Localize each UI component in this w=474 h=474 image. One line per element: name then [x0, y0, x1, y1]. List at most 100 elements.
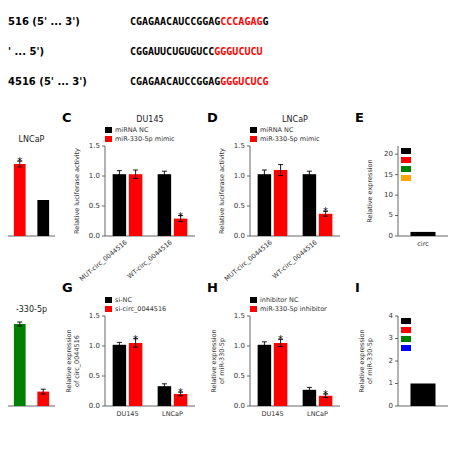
marks — [113, 339, 188, 406]
mark-labels: * — [17, 156, 22, 167]
legend-swatch — [401, 157, 411, 163]
error-line — [280, 165, 281, 176]
y-tick-label: 15 — [384, 171, 393, 179]
legend — [401, 318, 411, 351]
y-tick-label: 0 — [389, 402, 393, 410]
error-cap — [307, 177, 312, 178]
sequence-part: CGAGAACAUCCGGAG — [130, 76, 220, 87]
panel: LNCaP* — [8, 135, 55, 236]
y-tick — [395, 236, 398, 237]
bar — [158, 386, 172, 406]
significance-star: * — [17, 156, 22, 167]
legend: miRNA NCmiR-330-5p mimic — [250, 126, 320, 143]
significance-star: * — [178, 211, 183, 222]
y-axis-label: Relative expression — [366, 159, 374, 222]
error-cap — [117, 347, 122, 348]
panel-label: G — [62, 280, 73, 295]
legend-swatch — [250, 297, 257, 303]
sequence-part: G — [262, 16, 268, 27]
error-line — [164, 171, 165, 177]
error-cap — [117, 170, 122, 171]
sequence: CGGAUUCUGUGUCCGGGUCUCU — [130, 46, 262, 57]
bar — [411, 384, 436, 407]
error-cap — [41, 389, 46, 390]
bar — [303, 174, 317, 236]
legend-swatch — [105, 136, 112, 142]
x-tick-label: LNCaP — [307, 410, 328, 418]
x-tick-label: DU145 — [116, 410, 138, 418]
significance-star: * — [178, 387, 183, 398]
legend-swatch — [250, 306, 257, 312]
sequence-part: CGGAUUCUGUGUCC — [130, 46, 214, 57]
bar — [258, 345, 272, 406]
y-tick — [247, 346, 250, 347]
legend-label: miRNA NC — [260, 126, 294, 134]
error-bar — [162, 384, 167, 389]
marks — [113, 170, 188, 236]
error-line — [119, 342, 120, 347]
y-tick-label: 10 — [384, 191, 393, 199]
y-axis-line — [250, 316, 251, 406]
y-tick-label: 1.5 — [234, 312, 245, 320]
error-bar — [117, 342, 122, 347]
y-tick — [247, 236, 250, 237]
x-tick-label: DU145 — [261, 410, 283, 418]
legend-label: si-circ_0044516 — [115, 305, 166, 313]
y-axis-label: of miR-330-5p — [366, 338, 374, 384]
y-tick-label: 3 — [389, 334, 393, 342]
y-tick-label: 2 — [389, 357, 393, 365]
significance-star: * — [278, 334, 283, 345]
sequence-label: 516 (5' ... 3') — [8, 16, 80, 27]
y-tick-label: 1.5 — [89, 142, 100, 150]
panel: HRelative expressionof miR-330-5p0.00.51… — [207, 280, 340, 418]
error-cap — [278, 346, 283, 347]
y-tick — [102, 236, 105, 237]
y-tick — [247, 206, 250, 207]
error-cap — [307, 171, 312, 172]
legend-swatch — [401, 166, 411, 172]
error-cap — [117, 342, 122, 343]
y-tick — [247, 146, 250, 147]
figure: 516 (5' ... 3')CGAGAACAUCCGGAGCCCAGAGG' … — [0, 0, 474, 474]
error-line — [119, 171, 120, 178]
error-cap — [262, 170, 267, 171]
y-axis-label: Relative luciferase activity — [73, 148, 81, 234]
marks — [411, 384, 436, 407]
y-tick — [102, 146, 105, 147]
background — [0, 0, 474, 474]
significance-star: * — [323, 206, 328, 217]
sequence: CGAGAACAUCCGGAGCCCAGAGG — [130, 16, 269, 27]
y-tick-label: 0.5 — [234, 372, 245, 380]
legend-swatch — [401, 345, 411, 351]
y-tick-label: 1.0 — [234, 342, 245, 350]
error-cap — [133, 178, 138, 179]
error-cap — [262, 347, 267, 348]
error-bar — [262, 342, 267, 348]
error-line — [264, 342, 265, 348]
y-tick-label: 1 — [389, 379, 393, 387]
title: DU145 — [136, 115, 163, 124]
mark-labels: ** — [278, 334, 328, 400]
marks — [258, 165, 333, 236]
y-tick-label: 0.5 — [234, 202, 245, 210]
y-tick-label: 1.0 — [89, 342, 100, 350]
y-tick-label: 1.5 — [89, 312, 100, 320]
error-line — [309, 171, 310, 177]
y-tick-label: 0.0 — [89, 232, 100, 240]
x-tick-label: MUT-circ_0044516 — [223, 238, 274, 283]
y-tick — [102, 346, 105, 347]
y-tick — [395, 316, 398, 317]
y-tick-label: 0.5 — [89, 202, 100, 210]
bar — [129, 174, 143, 236]
x-tick-label: WT-circ_0044516 — [271, 238, 319, 280]
panel: ERelative expression05101520circ — [355, 110, 448, 248]
error-cap — [162, 177, 167, 178]
y-tick — [395, 338, 398, 339]
y-tick-label: 0 — [389, 232, 393, 240]
x-tick-label: circ — [417, 240, 429, 248]
marks — [14, 322, 49, 406]
y-axis-label: Relative expression — [358, 329, 366, 392]
y-tick-label: 0.5 — [89, 372, 100, 380]
error-line — [309, 387, 310, 392]
bar — [303, 390, 317, 406]
